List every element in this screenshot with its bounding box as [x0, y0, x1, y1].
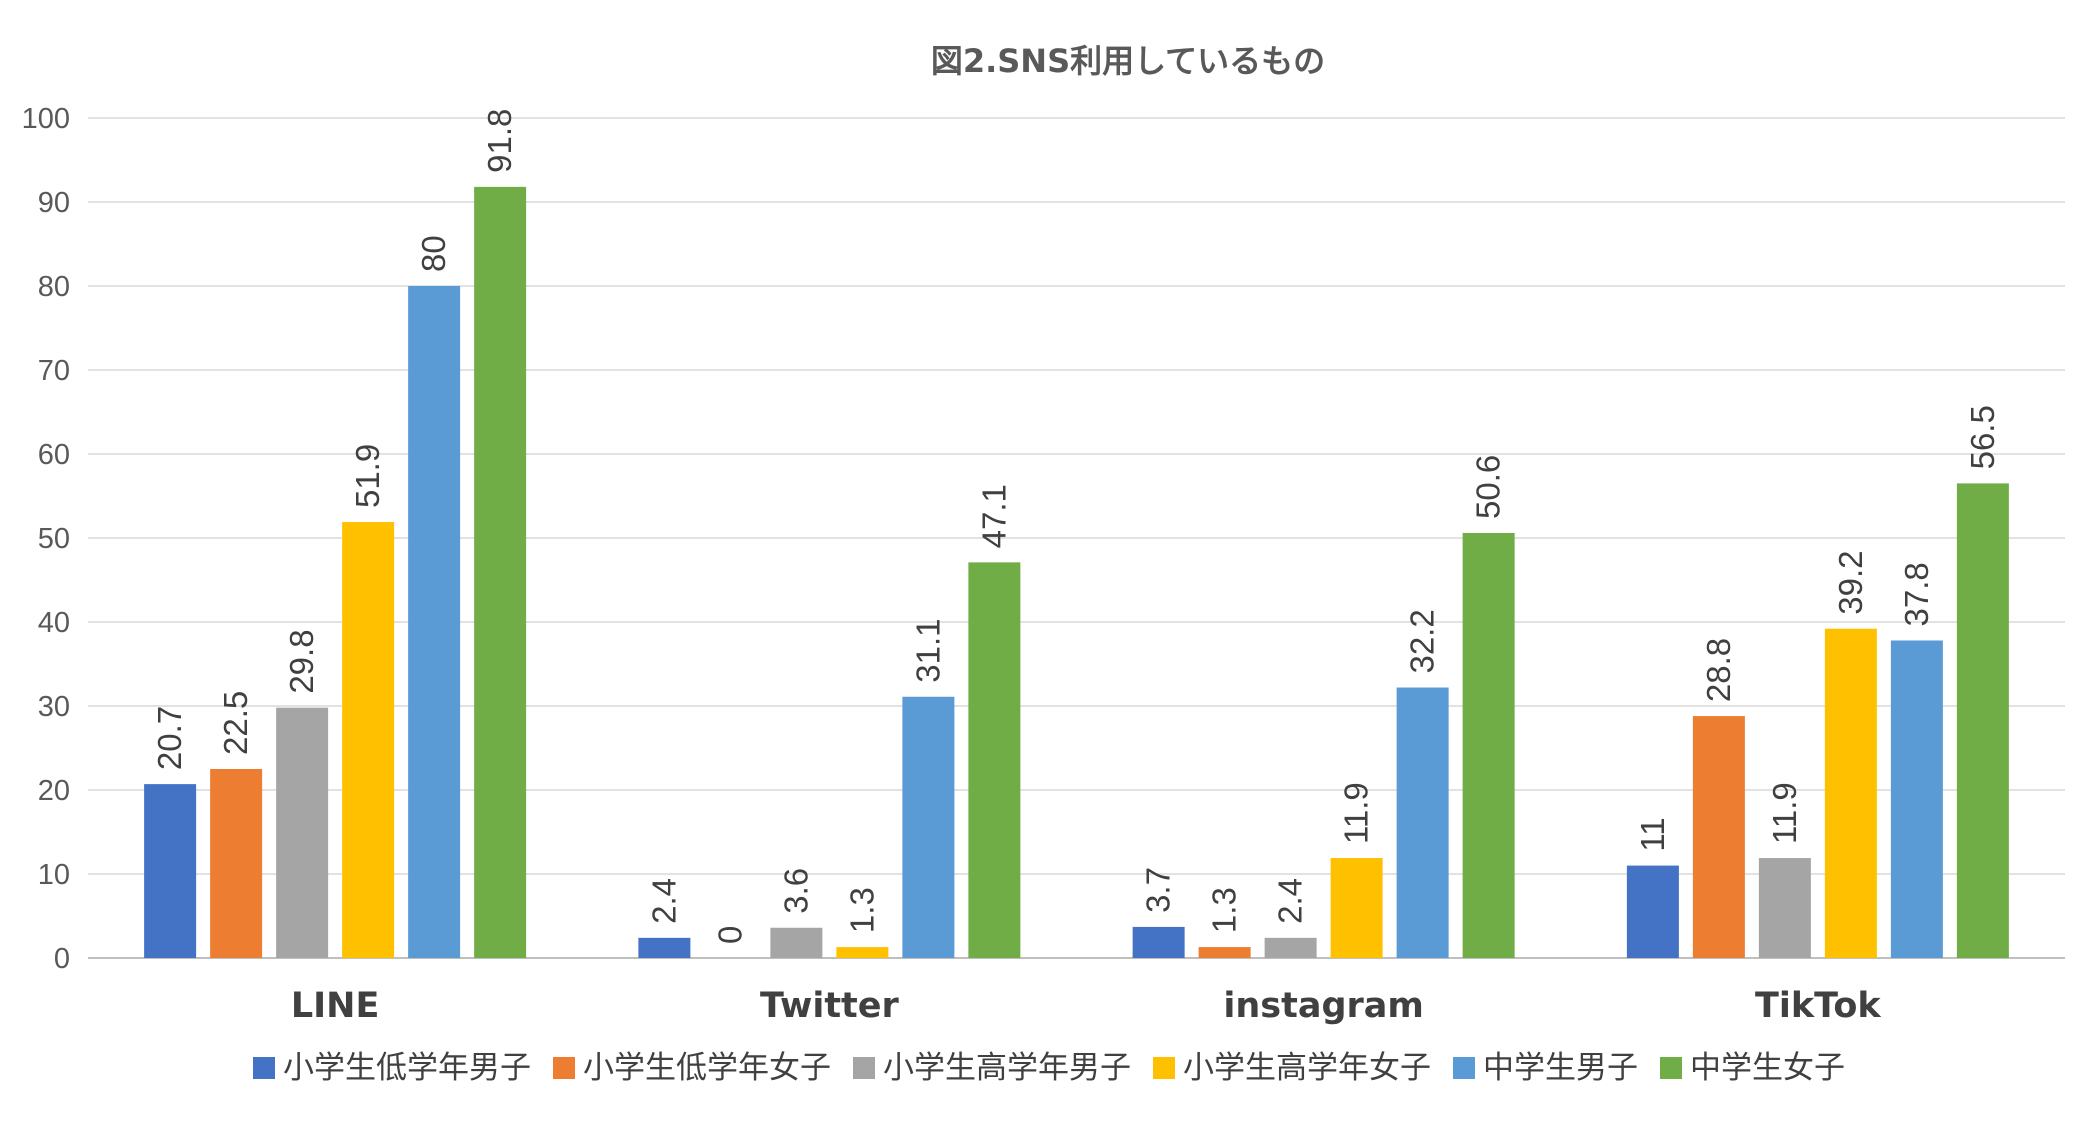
- data-label: 20.7: [151, 706, 188, 770]
- data-label: 32.2: [1404, 609, 1441, 673]
- bar: [1824, 628, 1877, 958]
- legend-label: 中学生女子: [1690, 1050, 1845, 1086]
- bar: [1198, 947, 1251, 958]
- bars: [144, 186, 2009, 958]
- data-label: 11.9: [1338, 782, 1375, 844]
- chart-title: 図2.SNS利用しているもの: [931, 42, 1325, 80]
- data-label: 3.7: [1140, 867, 1177, 913]
- data-label: 39.2: [1832, 550, 1869, 614]
- legend-swatch: [553, 1057, 575, 1079]
- bar: [408, 286, 461, 958]
- x-tick-label: LINE: [291, 986, 380, 1026]
- bar: [1626, 865, 1679, 958]
- data-label: 28.8: [1700, 638, 1737, 702]
- bar: [1692, 716, 1745, 958]
- legend-label: 小学生高学年男子: [883, 1050, 1131, 1086]
- bar: [210, 769, 263, 958]
- x-tick-label: TikTok: [1755, 986, 1881, 1026]
- data-label: 80: [415, 235, 452, 272]
- y-tick-label: 80: [38, 271, 70, 303]
- bar: [836, 947, 889, 958]
- x-tick-label: instagram: [1223, 986, 1424, 1026]
- data-label: 2.4: [1272, 878, 1309, 924]
- bar: [1396, 687, 1449, 958]
- y-axis-ticks: 0 10 20 30 40 50 60 70 80 90 100: [22, 103, 70, 975]
- data-label: 0: [711, 926, 748, 944]
- legend-swatch: [1453, 1057, 1475, 1079]
- data-label: 31.1: [909, 619, 946, 683]
- bar: [474, 186, 527, 958]
- data-label: 47.1: [975, 484, 1012, 548]
- bar: [1132, 926, 1185, 958]
- data-label: 22.5: [217, 691, 254, 755]
- data-label: 50.6: [1470, 455, 1507, 519]
- data-label: 37.8: [1898, 562, 1935, 626]
- data-labels: 20.7 22.5 29.8 51.9 80 91.8 2.4 0 3.6 1.3 31.1 47.1…: [151, 109, 2001, 944]
- y-tick-label: 90: [38, 187, 70, 219]
- y-tick-label: 60: [38, 439, 70, 471]
- bar: [276, 707, 329, 958]
- x-tick-label: Twitter: [760, 986, 900, 1026]
- legend-label: 小学生低学年女子: [583, 1050, 831, 1086]
- y-tick-label: 70: [38, 355, 70, 387]
- x-axis-ticks: LINE Twitter instagram TikTok: [291, 986, 1882, 1026]
- legend-label: 中学生男子: [1483, 1050, 1638, 1086]
- bar: [1264, 937, 1317, 958]
- y-tick-label: 10: [38, 859, 70, 891]
- legend-swatch: [253, 1057, 275, 1079]
- data-label: 11: [1634, 817, 1671, 851]
- bar: [1956, 483, 2009, 958]
- y-tick-label: 40: [38, 607, 70, 639]
- y-tick-label: 30: [38, 691, 70, 723]
- y-tick-label: 100: [22, 103, 70, 135]
- data-label: 2.4: [645, 878, 682, 924]
- legend-label: 小学生低学年男子: [283, 1050, 531, 1086]
- data-label: 1.3: [843, 887, 880, 933]
- bar: [968, 562, 1021, 958]
- bar: [1330, 858, 1383, 958]
- data-label: 56.5: [1964, 405, 2001, 469]
- y-tick-label: 20: [38, 775, 70, 807]
- bar: [144, 784, 197, 958]
- bar: [1758, 858, 1811, 958]
- bar: [638, 937, 691, 958]
- legend: 小学生低学年男子 小学生低学年女子 小学生高学年男子 小学生高学年女子 中学生男子 中学生…: [253, 1050, 1845, 1086]
- data-label: 11.9: [1766, 782, 1803, 844]
- data-label: 91.8: [481, 109, 518, 173]
- bar: [342, 522, 395, 958]
- data-label: 3.6: [777, 868, 814, 914]
- bar: [1890, 640, 1943, 958]
- bar: [902, 696, 955, 958]
- bar: [1462, 532, 1515, 958]
- data-label: 1.3: [1206, 887, 1243, 933]
- data-label: 51.9: [349, 444, 386, 508]
- y-tick-label: 0: [54, 943, 70, 975]
- data-label: 29.8: [283, 629, 320, 693]
- bar: [770, 927, 823, 958]
- legend-label: 小学生高学年女子: [1183, 1050, 1431, 1086]
- legend-swatch: [1153, 1057, 1175, 1079]
- y-tick-label: 50: [38, 523, 70, 555]
- legend-swatch: [1660, 1057, 1682, 1079]
- legend-swatch: [853, 1057, 875, 1079]
